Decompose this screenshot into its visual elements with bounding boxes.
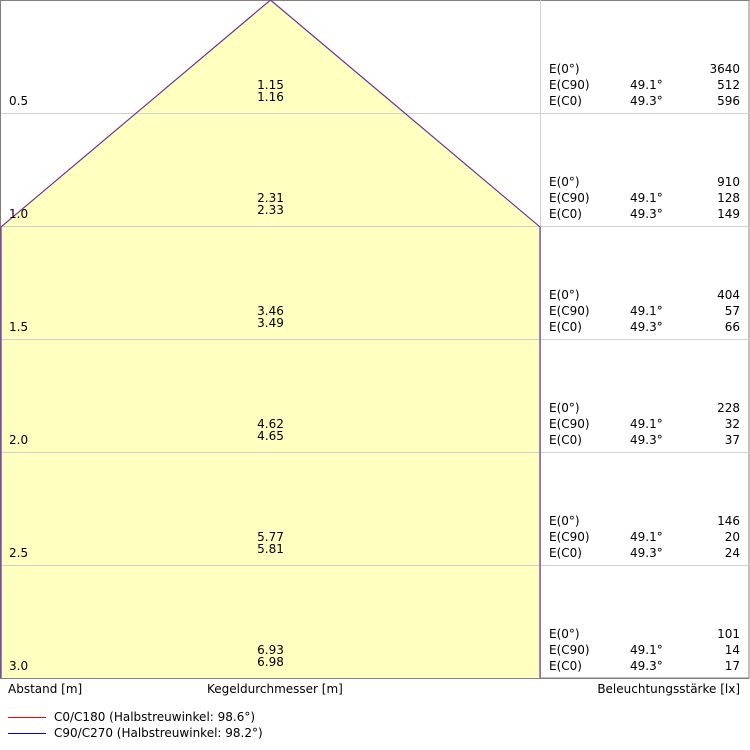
e0-value: 910 [717, 175, 740, 189]
ec0-label: E(C0) [549, 659, 582, 673]
ec0-label: E(C0) [549, 433, 582, 447]
legend-entry-c0: C0/C180 (Halbstreuwinkel: 98.6°) [54, 710, 256, 724]
ec0-angle: 49.3° [630, 320, 663, 334]
e0-value: 404 [717, 288, 740, 302]
diameter-c0-label: 4.62 [257, 417, 284, 431]
legend-swatch-c90 [8, 733, 46, 734]
e0-value: 228 [717, 401, 740, 415]
legend-entry-c90: C90/C270 (Halbstreuwinkel: 98.2°) [54, 726, 263, 740]
ec0-angle: 49.3° [630, 659, 663, 673]
e0-label: E(0°) [549, 627, 580, 641]
ec0-label: E(C0) [549, 546, 582, 560]
diameter-c0-label: 3.46 [257, 304, 284, 318]
ec90-angle: 49.1° [630, 643, 663, 657]
ec90-angle: 49.1° [630, 530, 663, 544]
ec0-angle: 49.3° [630, 94, 663, 108]
ec0-label: E(C0) [549, 320, 582, 334]
ec90-angle: 49.1° [630, 78, 663, 92]
e0-label: E(0°) [549, 514, 580, 528]
ec0-value: 17 [724, 659, 740, 673]
diameter-c90-label: 6.98 [257, 655, 284, 669]
distance-label: 2.5 [9, 546, 29, 560]
ec90-label: E(C90) [549, 530, 590, 544]
e0-label: E(0°) [549, 62, 580, 76]
diameter-c0-label: 2.31 [257, 191, 284, 205]
e0-value: 146 [717, 514, 740, 528]
e0-value: 3640 [709, 62, 740, 76]
ec0-label: E(C0) [549, 207, 582, 221]
ec90-label: E(C90) [549, 78, 590, 92]
e0-label: E(0°) [549, 288, 580, 302]
diameter-c90-label: 3.49 [257, 316, 284, 330]
illuminance-axis-label: Beleuchtungsstärke [lx] [597, 682, 740, 696]
diameter-c90-label: 4.65 [257, 429, 284, 443]
distance-label: 2.0 [9, 433, 29, 447]
ec90-angle: 49.1° [630, 417, 663, 431]
ec0-value: 149 [717, 207, 740, 221]
x-axis-label: Kegeldurchmesser [m] [207, 682, 343, 696]
ec90-label: E(C90) [549, 191, 590, 205]
distance-label: 1.5 [9, 320, 29, 334]
ec90-angle: 49.1° [630, 304, 663, 318]
ec0-value: 37 [724, 433, 740, 447]
ec90-value: 20 [724, 530, 740, 544]
ec90-angle: 49.1° [630, 191, 663, 205]
ec90-value: 32 [724, 417, 740, 431]
diameter-c90-label: 5.81 [257, 542, 284, 556]
ec0-angle: 49.3° [630, 207, 663, 221]
diameter-c90-label: 1.16 [257, 90, 284, 104]
ec90-value: 512 [717, 78, 740, 92]
ec0-label: E(C0) [549, 94, 582, 108]
ec0-value: 596 [717, 94, 740, 108]
e0-label: E(0°) [549, 175, 580, 189]
distance-label: 1.0 [9, 207, 29, 221]
ec90-value: 14 [724, 643, 740, 657]
e0-label: E(0°) [549, 401, 580, 415]
ec0-angle: 49.3° [630, 546, 663, 560]
ec90-value: 128 [717, 191, 740, 205]
diameter-c0-label: 1.15 [257, 78, 284, 92]
ec0-angle: 49.3° [630, 433, 663, 447]
y-axis-label: Abstand [m] [8, 682, 83, 696]
ec90-label: E(C90) [549, 643, 590, 657]
distance-label: 3.0 [9, 659, 29, 673]
diameter-c0-label: 5.77 [257, 530, 284, 544]
ec0-value: 66 [724, 320, 740, 334]
ec0-value: 24 [724, 546, 740, 560]
cone-outline [0, 0, 541, 678]
ec90-value: 57 [724, 304, 740, 318]
diameter-c90-label: 2.33 [257, 203, 284, 217]
legend-swatch-c0 [8, 717, 46, 718]
distance-label: 0.5 [9, 94, 29, 108]
diameter-c0-label: 6.93 [257, 643, 284, 657]
ec90-label: E(C90) [549, 417, 590, 431]
e0-value: 101 [717, 627, 740, 641]
ec90-label: E(C90) [549, 304, 590, 318]
